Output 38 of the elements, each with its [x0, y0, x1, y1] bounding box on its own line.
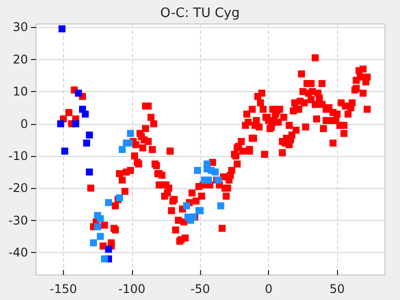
y-tick-label: 0: [20, 116, 28, 131]
chart-title: O-C: TU Cyg: [160, 6, 240, 21]
point: [90, 239, 97, 246]
point: [94, 223, 102, 230]
point: [126, 130, 134, 137]
point: [194, 166, 201, 174]
y-tick-label: -10: [8, 148, 28, 163]
x-tick-label: -100: [118, 282, 146, 296]
point: [82, 110, 89, 118]
point: [96, 232, 104, 240]
x-tick-label: 50: [329, 282, 345, 296]
point: [183, 202, 190, 210]
y-tick-label: -30: [8, 213, 28, 228]
y-tick-label: 30: [12, 20, 28, 34]
y-tick-label: -40: [8, 245, 28, 260]
point: [96, 215, 104, 222]
point: [126, 140, 133, 147]
y-tick-label: 10: [12, 84, 28, 99]
point: [212, 168, 219, 176]
point: [86, 168, 93, 176]
point: [72, 120, 80, 128]
point: [217, 202, 224, 210]
y-tick-label: -20: [8, 181, 28, 196]
point: [118, 146, 126, 153]
y-tick-label: 20: [12, 52, 28, 66]
point: [83, 140, 90, 147]
x-tick-label: 0: [264, 282, 272, 296]
point: [58, 25, 66, 32]
point: [100, 255, 108, 262]
point: [105, 246, 112, 253]
point: [74, 90, 82, 97]
point: [105, 199, 112, 206]
point: [61, 148, 68, 155]
x-tick-label: -150: [50, 282, 77, 296]
point: [86, 132, 93, 139]
point: [204, 176, 212, 184]
point: [57, 120, 64, 128]
x-tick-label: -50: [190, 282, 210, 296]
